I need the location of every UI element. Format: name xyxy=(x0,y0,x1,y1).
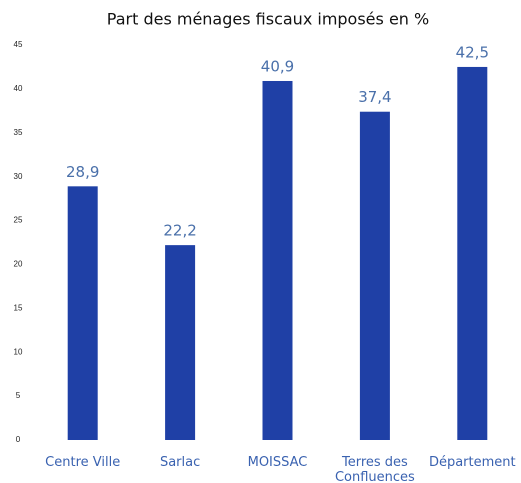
y-tick-label: 40 xyxy=(14,84,23,93)
bar xyxy=(262,80,293,440)
x-tick-container: MOISSAC xyxy=(247,455,308,470)
x-tick-container: Terres des Confluences xyxy=(334,455,415,483)
y-tick-label: 10 xyxy=(14,347,23,356)
value-label: 42,5 xyxy=(456,43,489,61)
x-tick-label: MOISSAC xyxy=(247,455,308,470)
value-label: 22,2 xyxy=(163,222,196,240)
x-tick-label: Sarlac xyxy=(159,455,201,470)
y-tick-label: 30 xyxy=(14,172,23,181)
y-tick-label: 5 xyxy=(16,391,21,400)
bar xyxy=(67,186,98,440)
x-tick-container: Centre Ville xyxy=(45,455,121,470)
x-tick-label: Centre Ville xyxy=(45,455,121,470)
y-tick-label: 45 xyxy=(14,40,23,49)
chart-title: Part des ménages fiscaux imposés en % xyxy=(107,10,429,29)
y-tick-label: 35 xyxy=(14,128,23,137)
x-tick-label: Terres des Confluences xyxy=(334,455,415,483)
y-tick-label: 20 xyxy=(14,260,23,269)
y-tick-label: 25 xyxy=(14,216,23,225)
bar xyxy=(457,66,488,440)
value-label: 40,9 xyxy=(261,57,294,75)
x-tick-label: Département xyxy=(428,455,516,470)
value-label: 28,9 xyxy=(66,163,99,181)
x-tick-container: Sarlac xyxy=(159,455,201,470)
x-tick-container: Département xyxy=(428,455,516,470)
y-tick-label: 15 xyxy=(14,303,23,312)
value-label: 37,4 xyxy=(358,88,391,106)
y-tick-label: 0 xyxy=(16,435,21,444)
bar xyxy=(359,111,390,440)
bar xyxy=(165,245,196,440)
